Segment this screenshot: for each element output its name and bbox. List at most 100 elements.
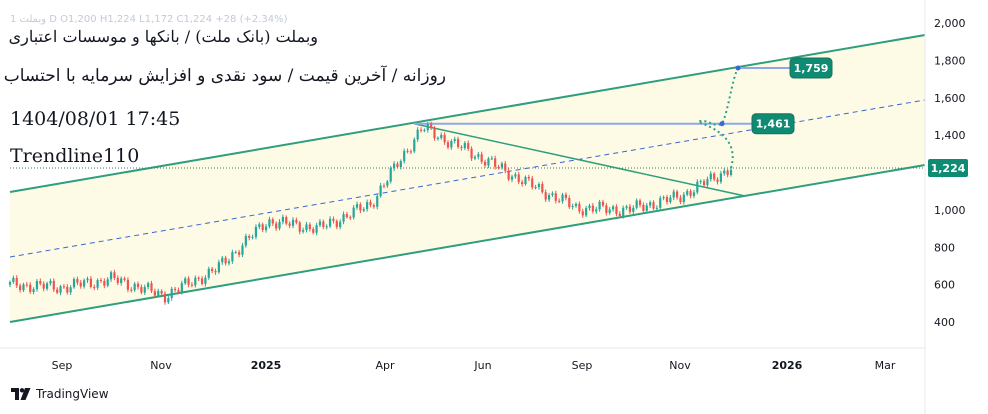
candle <box>143 284 146 295</box>
chart-description: روزانه / آخرین قیمت / سود نقدی و افزایش … <box>0 66 446 86</box>
candle <box>227 258 231 266</box>
candle <box>163 291 167 305</box>
candle <box>355 201 359 210</box>
candle <box>527 174 530 182</box>
candle <box>160 289 163 296</box>
time-axis[interactable]: Sep Nov 2025 Apr Jun Sep Nov 2026 Mar <box>0 347 925 372</box>
candle <box>285 215 288 226</box>
candle <box>29 282 32 294</box>
price-callout-text: 1,461 <box>756 118 791 131</box>
candle <box>682 192 685 205</box>
candle <box>477 151 480 160</box>
candle <box>453 136 456 144</box>
last-price-badge: 1,224 <box>928 159 968 178</box>
y-tick-label: 1,800 <box>934 54 966 67</box>
candle <box>302 227 305 234</box>
candle <box>689 189 692 199</box>
candle <box>473 155 477 161</box>
candle <box>66 284 69 295</box>
candle <box>231 249 234 264</box>
candle <box>645 202 648 213</box>
candle <box>537 182 541 190</box>
candle <box>692 189 696 199</box>
candle <box>180 280 183 295</box>
price-callout-1759: 1,759 <box>789 57 833 79</box>
candle <box>157 288 160 298</box>
candle <box>436 136 439 141</box>
candle <box>238 249 241 258</box>
candle <box>335 219 338 230</box>
candle <box>628 203 632 215</box>
channel-midline <box>9 99 926 258</box>
candle <box>702 179 706 188</box>
candle <box>295 217 298 225</box>
y-tick-label: 1,400 <box>934 129 966 142</box>
candle <box>103 278 106 289</box>
candle <box>504 160 507 174</box>
candle <box>106 277 109 288</box>
candle <box>709 171 712 182</box>
indicator-name: Trendline110 <box>10 145 140 167</box>
candle <box>547 193 551 202</box>
candle <box>275 221 278 231</box>
tradingview-brand[interactable]: TradingView <box>11 387 109 401</box>
x-tick-label: Sep <box>52 359 73 372</box>
ohlc-legend: وبملت 1 D O1,200 H1,224 L1,172 C1,224 +2… <box>10 14 288 25</box>
candle <box>591 203 594 214</box>
price-callout-text: 1,759 <box>794 62 829 75</box>
candle <box>345 211 349 219</box>
candle <box>52 278 55 293</box>
candle <box>622 205 625 219</box>
candle <box>167 295 170 305</box>
candle <box>500 161 503 170</box>
price-callouts: 1,461 1,759 <box>751 57 833 135</box>
candle <box>719 170 722 184</box>
candle <box>332 216 335 224</box>
x-tick-label: Sep <box>572 359 593 372</box>
candle <box>15 275 18 288</box>
candle <box>130 287 133 293</box>
y-tick-label: 1,600 <box>934 92 966 105</box>
candle <box>187 276 190 288</box>
candle <box>470 146 473 161</box>
candle <box>541 181 544 194</box>
candle <box>22 282 25 292</box>
candle <box>531 175 534 190</box>
candle <box>359 202 362 214</box>
candle <box>413 137 416 154</box>
candle <box>113 269 116 281</box>
candle <box>514 172 517 179</box>
candle <box>352 205 355 220</box>
candle <box>558 198 561 204</box>
candle <box>544 189 547 203</box>
candle <box>32 287 35 295</box>
candle <box>396 161 399 169</box>
candle <box>76 276 79 286</box>
candle <box>480 151 483 164</box>
candle <box>659 195 662 211</box>
candle <box>234 250 237 254</box>
candle <box>62 283 66 289</box>
candle <box>601 199 605 208</box>
candle <box>483 159 487 168</box>
candle <box>204 275 207 287</box>
candle <box>729 167 733 177</box>
candle <box>635 198 638 210</box>
candle <box>686 189 689 197</box>
candle <box>288 221 291 229</box>
candle <box>305 221 308 233</box>
candle <box>25 281 28 288</box>
candle <box>611 204 615 212</box>
candle <box>392 161 396 172</box>
candle <box>184 276 187 285</box>
candle <box>430 121 433 130</box>
candle <box>325 224 328 230</box>
candle <box>598 199 601 212</box>
candle <box>403 148 406 164</box>
candle <box>568 195 571 209</box>
candle <box>419 127 423 133</box>
candle <box>379 183 382 198</box>
candle <box>116 275 119 286</box>
